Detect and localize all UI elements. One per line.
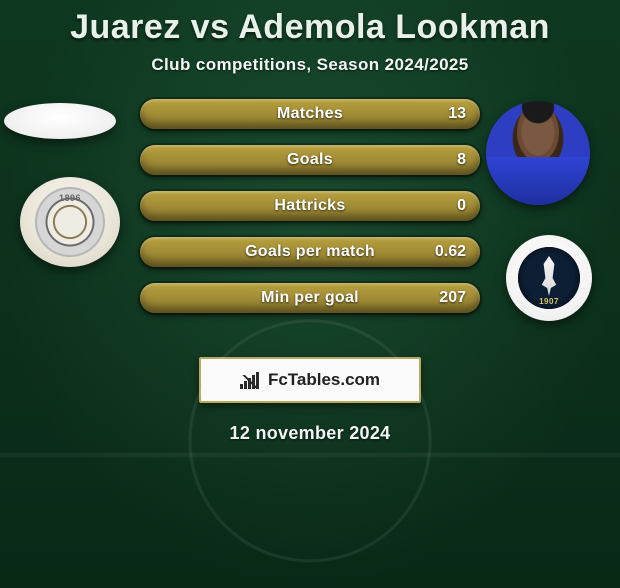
stat-row-matches: Matches 13 bbox=[140, 99, 480, 129]
stat-label: Goals bbox=[140, 145, 480, 175]
udinese-badge-icon bbox=[35, 187, 105, 257]
comparison-stage: Matches 13 Goals 8 Hattricks 0 Goals per… bbox=[0, 97, 620, 357]
stat-value-right: 0.62 bbox=[435, 237, 466, 267]
brand-text: FcTables.com bbox=[268, 370, 380, 390]
stat-pill-list: Matches 13 Goals 8 Hattricks 0 Goals per… bbox=[140, 99, 480, 329]
stat-value-right: 207 bbox=[439, 283, 466, 313]
stat-label: Matches bbox=[140, 99, 480, 129]
player-right-club-badge bbox=[506, 235, 592, 321]
player-right-avatar bbox=[486, 101, 590, 205]
player-left-club-badge bbox=[20, 177, 120, 267]
page-subtitle: Club competitions, Season 2024/2025 bbox=[0, 55, 620, 75]
player-left-avatar bbox=[4, 103, 116, 139]
stat-row-min-per-goal: Min per goal 207 bbox=[140, 283, 480, 313]
stat-label: Min per goal bbox=[140, 283, 480, 313]
stat-value-right: 13 bbox=[448, 99, 466, 129]
generated-date: 12 november 2024 bbox=[0, 423, 620, 444]
page-title: Juarez vs Ademola Lookman bbox=[0, 8, 620, 47]
stat-row-goals: Goals 8 bbox=[140, 145, 480, 175]
brand-watermark[interactable]: FcTables.com bbox=[199, 357, 421, 403]
bar-chart-icon bbox=[240, 371, 262, 389]
stat-label: Goals per match bbox=[140, 237, 480, 267]
stat-value-right: 8 bbox=[457, 145, 466, 175]
stat-value-right: 0 bbox=[457, 191, 466, 221]
stat-row-goals-per-match: Goals per match 0.62 bbox=[140, 237, 480, 267]
atalanta-badge-icon bbox=[518, 247, 580, 309]
stat-label: Hattricks bbox=[140, 191, 480, 221]
stat-row-hattricks: Hattricks 0 bbox=[140, 191, 480, 221]
